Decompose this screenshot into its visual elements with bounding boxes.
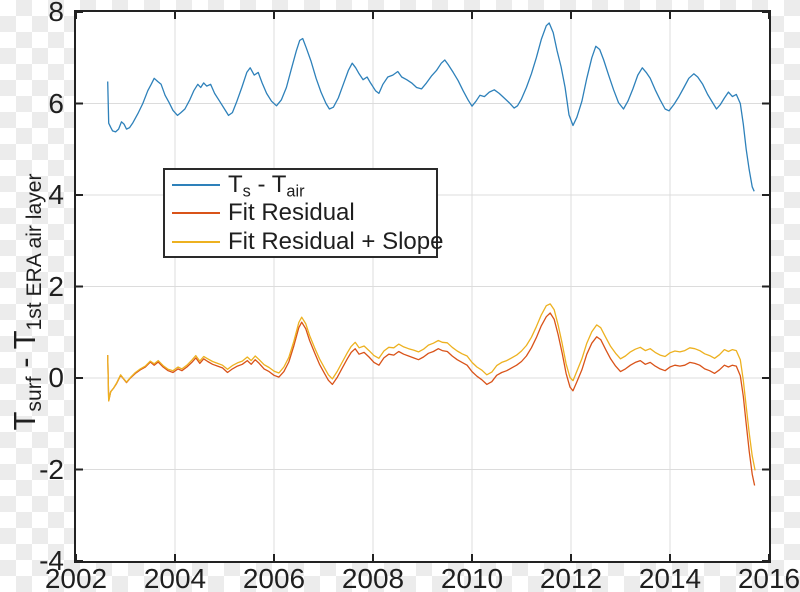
x-tick-label: 2002 <box>44 563 108 592</box>
y-tick-label: 6 <box>48 87 64 119</box>
legend-label-fit-residual: Fit Residual <box>228 199 355 226</box>
x-tick-label: 2016 <box>737 563 800 592</box>
series-line-3 <box>107 303 756 471</box>
legend-label-fit-residual-slope: Fit Residual + Slope <box>228 227 444 255</box>
series-line-1 <box>107 22 755 192</box>
x-tick-label: 2004 <box>143 563 207 592</box>
chart-svg <box>76 12 769 561</box>
y-tick-label: -4 <box>39 545 64 576</box>
y-tick-label: 4 <box>48 179 64 210</box>
y-tick-label: 8 <box>48 0 64 27</box>
legend-entry-ts-tair: Ts - Tair <box>165 171 436 199</box>
legend-line-sample-yellow <box>172 240 220 243</box>
legend-line-sample-orange <box>172 212 220 214</box>
x-tick-label: 2006 <box>242 563 306 592</box>
legend-box: Ts - Tair Fit Residual Fit Residual + Sl… <box>163 168 443 258</box>
legend-label-ts-tair: Ts - Tair <box>228 170 305 201</box>
x-tick-label: 2008 <box>341 563 405 592</box>
legend-entry-fit-residual: Fit Residual <box>165 199 436 227</box>
plot-area <box>74 10 771 563</box>
legend-line-sample-blue <box>172 183 220 186</box>
y-tick-label: 2 <box>48 270 64 302</box>
y-axis-label-main1: T <box>7 411 42 431</box>
x-tick-label: 2010 <box>440 563 504 592</box>
x-tick-label: 2014 <box>638 563 702 592</box>
x-tick-label: 2012 <box>539 563 603 592</box>
legend-entry-fit-residual-slope: Fit Residual + Slope <box>165 228 443 256</box>
y-tick-label: -2 <box>39 453 64 485</box>
y-tick-label: 0 <box>48 362 64 393</box>
series-line-2 <box>107 312 756 486</box>
